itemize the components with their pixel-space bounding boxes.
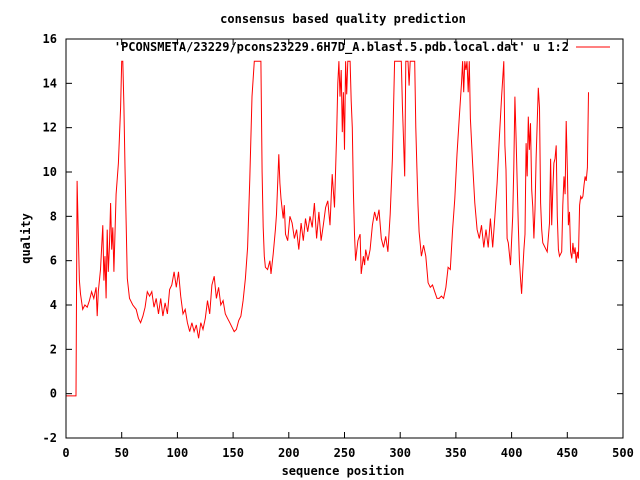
legend: 'PCONSMETA/23229/pcons23229.6H7D_A.blast… — [114, 40, 610, 55]
series-layer — [66, 60, 589, 397]
y-tick-label: 12 — [43, 121, 57, 135]
y-tick-label: 2 — [50, 342, 57, 356]
x-tick-label: 200 — [278, 446, 300, 460]
x-tick-label: 350 — [445, 446, 467, 460]
x-tick-label: 0 — [62, 446, 69, 460]
x-tick-label: 150 — [222, 446, 244, 460]
axis-ticks: 0 50 100 150 200 250 300 350 400 450 500 -2 0 2 4 6 8 10 1… — [43, 32, 634, 460]
y-tick-label: 16 — [43, 32, 57, 46]
y-tick-label: 4 — [50, 298, 57, 312]
x-tick-label: 100 — [167, 446, 189, 460]
plot-frame — [65, 38, 624, 439]
x-tick-label: 500 — [612, 446, 634, 460]
y-tick-label: 0 — [50, 387, 57, 401]
x-tick-label: 450 — [556, 446, 578, 460]
y-tick-label: 8 — [50, 209, 57, 223]
x-tick-label: 400 — [501, 446, 523, 460]
x-tick-label: 300 — [389, 446, 411, 460]
x-tick-label: 250 — [334, 446, 356, 460]
y-tick-label: 14 — [43, 76, 57, 90]
y-tick-label: -2 — [43, 431, 57, 445]
y-tick-label: 10 — [43, 165, 57, 179]
x-axis-label: sequence position — [282, 464, 405, 478]
legend-label: 'PCONSMETA/23229/pcons23229.6H7D_A.blast… — [114, 40, 569, 55]
y-axis-label: quality — [19, 213, 33, 264]
series-line — [66, 60, 589, 397]
x-tick-label: 50 — [114, 446, 128, 460]
chart-title: consensus based quality prediction — [220, 12, 466, 26]
y-tick-label: 6 — [50, 254, 57, 268]
